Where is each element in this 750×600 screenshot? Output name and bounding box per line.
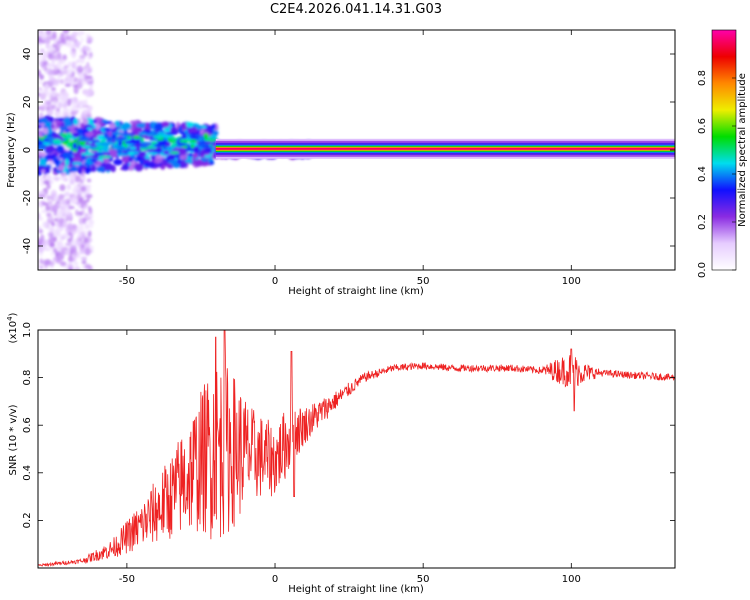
spectrogram-energy [38,30,315,270]
colorbar-ticks: 0.0 0.2 0.4 0.6 0.8 [697,70,736,278]
snr-x-axis-label: Height of straight line (km) [288,584,424,595]
colorbar-label: Normalized spectral amplitude [737,73,748,227]
snr-y-tick-label: 0.2 [22,512,33,528]
spectrogram-x-tick-label: 50 [417,276,430,287]
spectrogram-y-axis-label: Frequency (Hz) [6,112,17,188]
spectrogram-y-tick-label: 40 [22,48,33,61]
colorbar: 0.0 0.2 0.4 0.6 0.8 Normalized spectral ampl… [697,29,748,278]
spectrogram-y-tick-label: -40 [22,238,33,254]
spectrogram-tonal-line [215,138,675,159]
spectrogram-panel: -50 0 50 100 -40 -20 0 20 40 Height of straight … [6,29,676,297]
colorbar-tick-label: 0.4 [697,166,708,182]
snr-x-tick-label: 50 [417,574,430,585]
snr-y-tick-label: 1.0 [22,322,33,338]
snr-y-tick-label: 0.6 [22,417,33,433]
spectrogram-ticks: -50 0 50 100 -40 -20 0 20 40 [22,30,675,287]
spectrogram-x-tick-label: -50 [119,276,135,287]
colorbar-scale [711,29,737,271]
snr-x-tick-label: 0 [272,574,278,585]
snr-y-multiplier: (x104) [6,312,19,343]
snr-ticks: -50 0 50 100 0.2 0.4 0.6 0.8 1.0 [22,322,675,585]
snr-x-tick-label: -50 [119,574,135,585]
snr-panel: -50 0 50 100 0.2 0.4 0.6 0.8 1.0 Height of strai… [6,312,676,595]
spectrogram-y-tick-label: -20 [22,190,33,206]
snr-y-tick-label: 0.8 [22,370,33,386]
snr-x-tick-label: 100 [562,574,581,585]
snr-y-tick-label: 0.4 [22,465,33,481]
spectrogram-x-axis-label: Height of straight line (km) [288,286,424,297]
spectrogram-y-tick-label: 0 [22,147,33,153]
spectrogram-y-tick-label: 20 [22,96,33,109]
snr-series-line [38,330,675,567]
colorbar-tick-label: 0.8 [697,70,708,86]
spectrogram-x-tick-label: 0 [272,276,278,287]
spectrogram-x-tick-label: 100 [562,276,581,287]
colorbar-tick-label: 0.0 [697,262,708,278]
snr-frame [37,329,676,569]
spectrogram-image [38,30,675,270]
snr-y-axis-label: SNR (10 * v/v) [8,404,19,475]
colorbar-tick-label: 0.6 [697,118,708,134]
colorbar-tick-label: 0.2 [697,214,708,230]
figure-title: C2E4.2026.041.14.31.G03 [269,2,443,17]
